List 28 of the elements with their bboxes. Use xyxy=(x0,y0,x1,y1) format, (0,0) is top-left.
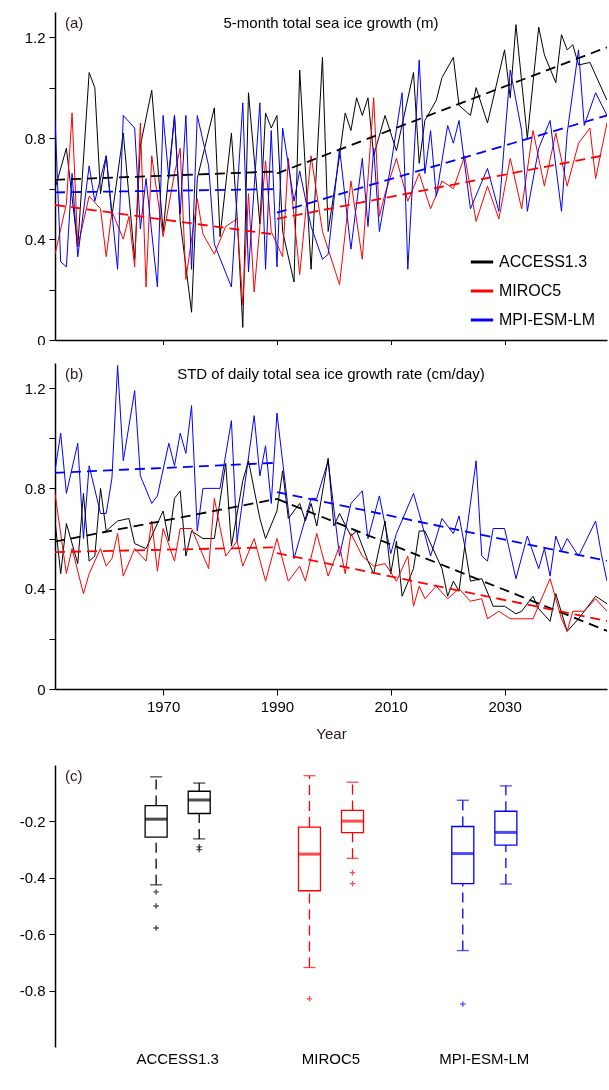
y-tick-label: 0.8 xyxy=(24,479,46,497)
legend-label: MIROC5 xyxy=(499,282,562,299)
text: (c) xyxy=(65,767,83,784)
chart-title: 5-month total sea ice growth (m) xyxy=(223,14,439,31)
y-tick-label: -0.8 xyxy=(19,982,46,1000)
legend-label: ACCESS1.3 xyxy=(499,253,588,270)
x-tick-label: 2010 xyxy=(374,697,408,715)
x-tick-label: 1970 xyxy=(146,697,181,715)
legend-label: MPI-ESM-LM xyxy=(499,311,595,328)
x-axis-title: Year xyxy=(316,724,347,742)
y-tick-label: -0.4 xyxy=(19,869,46,887)
y-tick-label: -0.6 xyxy=(19,925,46,943)
annotation: (a) xyxy=(65,14,84,31)
y-tick-label: 1.2 xyxy=(24,28,46,46)
x-tick-label: 2030 xyxy=(488,697,522,715)
chart-title: STD of daily total sea ice growth rate (cm/day) xyxy=(177,365,485,382)
y-tick-label: 0.4 xyxy=(24,230,46,248)
y-tick-label: 0 xyxy=(37,680,46,698)
y-tick-label: 0.8 xyxy=(24,129,46,147)
y-tick-label: 1.2 xyxy=(24,379,46,397)
y-tick-label: 0 xyxy=(37,331,46,349)
y-tick-label: -0.2 xyxy=(19,812,46,830)
y-tick-label: 0.4 xyxy=(24,580,46,598)
x-tick-label: 1990 xyxy=(260,697,295,715)
x-tick-label: MIROC5 xyxy=(301,1049,361,1067)
x-tick-label: ACCESS1.3 xyxy=(136,1049,219,1067)
x-tick-label: MPI-ESM-LM xyxy=(439,1049,530,1067)
annotation: (b) xyxy=(65,365,84,382)
